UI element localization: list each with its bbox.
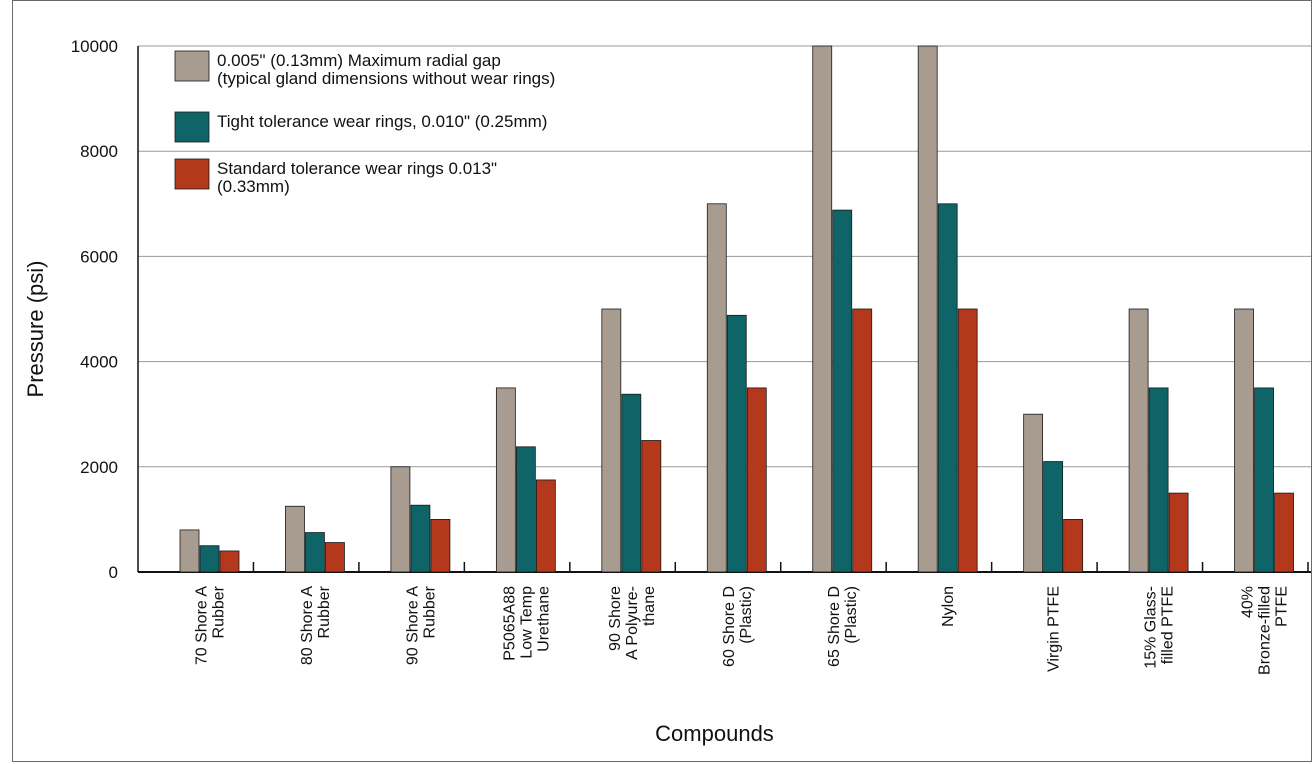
bar	[621, 393, 642, 573]
bar	[285, 505, 305, 573]
bar	[957, 308, 978, 573]
bar	[1148, 387, 1169, 573]
x-tick-label: PTFE	[1274, 586, 1291, 627]
y-tick-label: 0	[109, 563, 118, 582]
bar	[937, 203, 958, 573]
bar	[1168, 492, 1189, 573]
x-tick-label: Rubber	[211, 585, 228, 638]
x-tick-label: 90 Shore	[607, 586, 624, 651]
bar	[179, 529, 200, 573]
bar	[410, 504, 431, 573]
bar	[1234, 308, 1254, 573]
bar	[601, 308, 622, 573]
bar	[1254, 387, 1274, 573]
legend-label: 0.005" (0.13mm) Maximum radial gap	[217, 51, 501, 70]
legend-label: Tight tolerance wear rings, 0.010" (0.25…	[217, 112, 547, 131]
bar	[1023, 413, 1044, 573]
bar	[812, 45, 833, 573]
x-tick-label: 40%	[1240, 586, 1257, 618]
bar	[726, 314, 747, 573]
bar	[1063, 519, 1084, 573]
x-tick-label: (Plastic)	[843, 586, 860, 644]
legend-label: (typical gland dimensions without wear r…	[217, 69, 555, 88]
legend-swatch	[174, 50, 210, 82]
x-tick-label: 60 Shore D	[721, 586, 738, 667]
bar	[917, 45, 938, 573]
bar	[390, 466, 411, 573]
bar	[535, 479, 556, 573]
x-tick-label: 90 Shore A	[404, 586, 421, 666]
bar	[641, 440, 662, 573]
legend-swatch	[174, 158, 210, 190]
x-tick-label: thane	[641, 586, 658, 626]
x-tick-label: Nylon	[940, 586, 957, 627]
x-axis-title: Compounds	[655, 721, 774, 746]
x-tick-label: Bronze-filled	[1257, 586, 1274, 675]
x-tick-label: A Polyure-	[624, 586, 641, 660]
x-tick-label: 15% Glass-	[1143, 586, 1160, 669]
bar	[832, 209, 853, 573]
bar	[1274, 492, 1294, 573]
bar	[219, 550, 240, 573]
chart-frame: 0 2000 4000 6000 8000 10000 70 Shore A Rubber 80…	[12, 0, 1312, 762]
legend-label: Standard tolerance wear rings 0.013"	[217, 159, 497, 178]
x-tick-label: Virgin PTFE	[1046, 586, 1063, 672]
x-tick-label: (Plastic)	[738, 586, 755, 644]
legend-label: (0.33mm)	[217, 177, 290, 196]
bar	[1043, 461, 1064, 573]
bar	[746, 387, 767, 573]
bar	[199, 545, 220, 573]
y-tick-label: 8000	[80, 142, 118, 161]
legend-swatch	[174, 111, 210, 143]
y-axis-title: Pressure (psi)	[23, 261, 48, 398]
x-tick-label: 65 Shore D	[826, 586, 843, 667]
bar	[305, 532, 325, 573]
y-tick-label: 4000	[80, 353, 118, 372]
bar	[852, 308, 873, 573]
bar	[706, 203, 727, 573]
y-tick-label: 6000	[80, 247, 118, 266]
bar	[430, 519, 451, 573]
bar	[1128, 308, 1149, 573]
bar	[495, 387, 516, 573]
bar	[325, 542, 345, 573]
bar	[515, 446, 536, 573]
x-tick-label: Rubber	[316, 585, 333, 638]
x-tick-label: 70 Shore A	[194, 586, 211, 666]
x-tick-label: Urethane	[535, 586, 552, 652]
x-tick-label: 80 Shore A	[299, 586, 316, 666]
y-tick-label: 2000	[80, 458, 118, 477]
y-tick-label: 10000	[71, 37, 118, 56]
x-tick-label: P5065A88	[501, 586, 518, 661]
x-tick-label: Low Temp	[518, 586, 535, 659]
x-tick-label: filled PTFE	[1160, 586, 1177, 664]
x-tick-label: Rubber	[421, 585, 438, 638]
